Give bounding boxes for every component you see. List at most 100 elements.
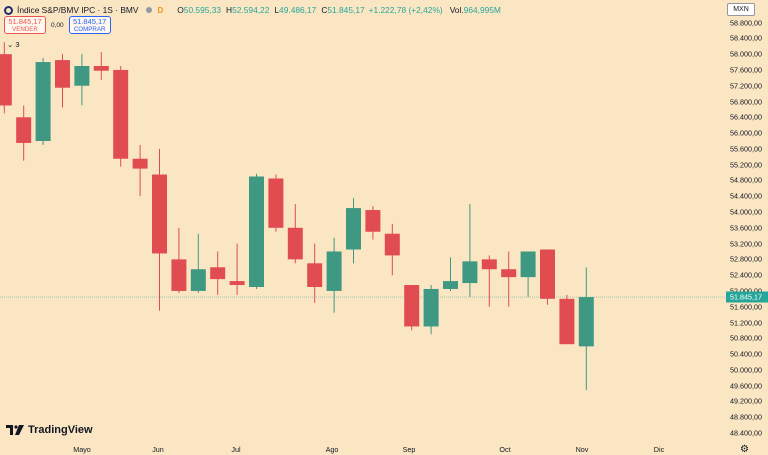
candle-body[interactable] <box>55 60 70 88</box>
low-value: 49.486,17 <box>279 5 317 15</box>
price-tick-label: 49.600,00 <box>730 381 762 391</box>
candle-body[interactable] <box>404 285 420 327</box>
currency-selector[interactable]: MXN <box>727 3 755 16</box>
time-tick-label: Jul <box>231 445 241 454</box>
candle-body[interactable] <box>152 174 167 254</box>
candle-body[interactable] <box>0 54 12 106</box>
price-tick-label: 54.800,00 <box>730 175 762 185</box>
candle-body[interactable] <box>520 251 536 278</box>
close-label: C <box>321 5 328 15</box>
candle-body[interactable] <box>171 259 187 291</box>
spread-value: 0,00 <box>51 21 64 29</box>
last-price-tag: 51.845,17 <box>726 291 768 303</box>
price-tick-label: 51.600,00 <box>730 302 762 312</box>
high-label: H <box>226 5 233 15</box>
price-tick-label: 54.400,00 <box>730 191 762 201</box>
low-label: L <box>274 5 280 15</box>
price-tick-label: 50.800,00 <box>730 333 762 343</box>
price-tick-label: 49.200,00 <box>730 396 762 406</box>
candle-body[interactable] <box>249 176 264 287</box>
indicators-count: 3 <box>15 40 20 49</box>
sell-label: VENDER <box>12 26 38 33</box>
open-label: O <box>177 5 184 15</box>
candle-body[interactable] <box>501 269 517 278</box>
symbol-title[interactable]: Índice S&P/BMV IPC · 1S · BMV <box>17 5 139 15</box>
candle-body[interactable] <box>443 281 458 289</box>
price-tick-label: 57.600,00 <box>730 65 762 75</box>
trade-buttons: 51.845,17 VENDER 0,00 51.845,17 COMPRAR <box>4 16 111 34</box>
candle-body[interactable] <box>132 158 148 169</box>
price-tick-label: 57.200,00 <box>730 81 762 91</box>
symbol-logo-icon <box>4 5 13 15</box>
time-tick-label: Sep <box>402 445 416 454</box>
settings-gear-icon[interactable]: ⚙ <box>740 444 749 455</box>
price-tick-label: 48.400,00 <box>730 428 762 438</box>
candle-body[interactable] <box>462 261 478 284</box>
candles-layer <box>0 42 594 391</box>
sell-price: 51.845,17 <box>8 17 42 26</box>
close-value: 51.845,17 <box>327 5 365 15</box>
price-tick-label: 53.600,00 <box>730 223 762 233</box>
candle-body[interactable] <box>326 251 342 291</box>
candle-body[interactable] <box>578 297 594 347</box>
time-tick-label: Oct <box>499 445 511 454</box>
price-tick-label: 55.600,00 <box>730 144 762 154</box>
price-tick-label: 58.400,00 <box>730 33 762 43</box>
candle-body[interactable] <box>559 298 575 345</box>
candle-body[interactable] <box>16 117 32 143</box>
candle-body[interactable] <box>540 249 555 299</box>
candle-body[interactable] <box>93 66 109 71</box>
delayed-badge: D <box>157 5 164 15</box>
candle-body[interactable] <box>365 210 381 232</box>
sell-button[interactable]: 51.845,17 VENDER <box>4 16 46 34</box>
tradingview-logo-icon <box>6 425 24 435</box>
time-tick-label: Jun <box>152 445 164 454</box>
candle-body[interactable] <box>423 288 439 327</box>
symbol-header: Índice S&P/BMV IPC · 1S · BMV D O 50.595,… <box>4 3 502 17</box>
price-tick-label: 50.000,00 <box>730 365 762 375</box>
candle-body[interactable] <box>35 62 51 141</box>
candle-body[interactable] <box>384 233 400 256</box>
candle-body[interactable] <box>481 259 497 270</box>
price-tick-label: 53.200,00 <box>730 239 762 249</box>
price-tick-label: 58.800,00 <box>730 18 762 28</box>
price-tick-label: 52.000,00 <box>730 286 762 295</box>
time-tick-label: Ago <box>325 445 339 454</box>
candle-body[interactable] <box>74 66 90 86</box>
buy-price: 51.845,17 <box>72 17 107 26</box>
candle-body[interactable] <box>268 178 284 228</box>
price-tick-label: 56.800,00 <box>730 97 762 107</box>
time-tick-label: Dic <box>653 445 665 454</box>
candle-body[interactable] <box>307 263 323 287</box>
candle-body[interactable] <box>287 227 303 260</box>
candle-body[interactable] <box>190 269 206 291</box>
price-tick-label: 58.000,00 <box>730 49 762 59</box>
price-tick-label: 52.800,00 <box>730 254 762 264</box>
price-tick-label: 48.800,00 <box>730 412 762 422</box>
price-tick-label: 51.200,00 <box>730 318 762 327</box>
time-tick-label: Mayo <box>73 445 91 454</box>
candle-body[interactable] <box>210 267 226 280</box>
chevron-down-icon: ⌄ <box>7 40 14 49</box>
price-tick-label: 54.000,00 <box>730 207 762 217</box>
tradingview-logo[interactable]: TradingView <box>6 424 93 436</box>
candle-body[interactable] <box>229 281 245 286</box>
price-tick-label: 52.400,00 <box>730 270 762 280</box>
open-value: 50.595,33 <box>183 5 222 15</box>
change-value: +1.222,78 (+2,42%) <box>368 5 443 15</box>
price-tick-label: 50.400,00 <box>730 349 762 359</box>
buy-button[interactable]: 51.845,17 COMPRAR <box>68 16 111 34</box>
market-status-icon <box>146 7 153 13</box>
candle-body[interactable] <box>113 69 129 159</box>
price-tick-label: 55.200,00 <box>730 160 762 170</box>
candle-body[interactable] <box>346 208 361 250</box>
indicators-toggle[interactable]: ⌄ 3 <box>7 40 20 49</box>
time-tick-label: Nov <box>575 445 589 454</box>
high-value: 52.594,22 <box>232 5 270 15</box>
volume-label: Vol. <box>449 5 464 15</box>
brand-name: TradingView <box>28 424 93 436</box>
buy-label: COMPRAR <box>73 26 106 33</box>
price-tick-label: 56.000,00 <box>730 128 762 138</box>
volume-value: 964,995M <box>463 5 501 15</box>
